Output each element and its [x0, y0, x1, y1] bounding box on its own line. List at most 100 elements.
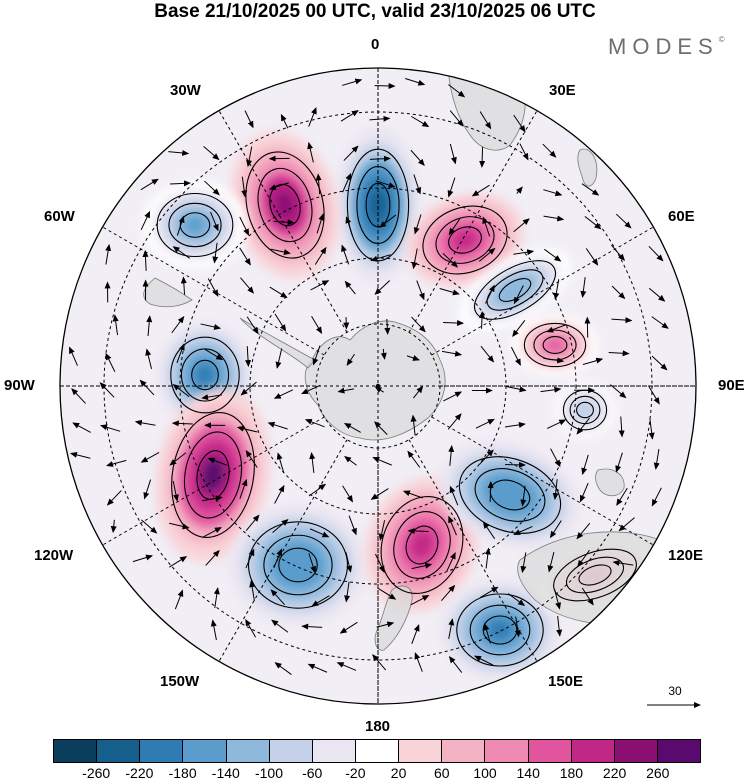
- colorbar-swatch: [54, 740, 98, 762]
- wind-arrow: [236, 425, 258, 433]
- colorbar-swatch: [442, 740, 486, 762]
- wind-arrow: [71, 388, 86, 404]
- anomaly-positive: [512, 315, 598, 375]
- wind-arrow: [547, 552, 555, 573]
- wind-arrow: [169, 180, 191, 187]
- contour-line: [576, 401, 594, 419]
- contour-group: [422, 205, 508, 275]
- wind-arrow: [612, 559, 634, 566]
- lon-label-150e: 150E: [548, 673, 584, 690]
- wind-arrow: [375, 180, 396, 188]
- wind-arrow: [479, 146, 486, 168]
- wind-arrow: [443, 319, 465, 326]
- wind-arrow: [584, 216, 602, 230]
- anomaly-band: [579, 404, 591, 416]
- anomaly-negative: [229, 505, 367, 625]
- colorbar-swatch: [528, 740, 572, 762]
- contour-line: [356, 166, 400, 244]
- wind-arrow: [316, 213, 325, 234]
- wind-arrow: [112, 314, 119, 336]
- wind-arrow: [307, 141, 314, 163]
- wind-arrow: [274, 662, 292, 675]
- wind-arrow: [544, 248, 562, 262]
- contour-group: [247, 521, 349, 609]
- anomaly-band: [503, 281, 527, 299]
- wind-arrow: [345, 216, 354, 237]
- wind-arrow: [246, 316, 259, 335]
- wind-arrow: [483, 623, 491, 644]
- contour-line: [474, 468, 546, 522]
- wind-arrow: [542, 143, 557, 158]
- wind-arrow: [581, 183, 600, 196]
- contour-line: [578, 564, 612, 586]
- wind-arrow: [342, 172, 352, 193]
- wind-arrow: [315, 173, 322, 195]
- wind-arrow: [411, 624, 420, 644]
- wind-arrow: [615, 452, 623, 473]
- wind-arrow: [69, 451, 91, 459]
- wind-arrow: [405, 78, 426, 86]
- wind-arrow: [245, 449, 258, 468]
- wind-arrow: [411, 562, 433, 570]
- wind-arrow: [340, 110, 359, 122]
- wind-arrow: [273, 219, 295, 226]
- wind-arrow: [210, 619, 217, 641]
- wind-arrow: [346, 353, 355, 366]
- wind-arrow: [249, 580, 256, 601]
- colorbar-tick-label: -100: [254, 765, 284, 781]
- wind-arrow: [480, 345, 495, 363]
- colorbar-tick-label: 220: [602, 765, 627, 781]
- wind-arrow: [618, 517, 635, 532]
- wind-arrow: [407, 528, 429, 535]
- lon-label-30e: 30E: [549, 82, 576, 99]
- wind-arrow: [374, 553, 385, 573]
- wind-arrow: [402, 490, 423, 499]
- wind-arrow: [171, 420, 193, 427]
- wind-arrow: [132, 554, 154, 563]
- colorbar-tick-label: 20: [390, 765, 407, 781]
- wind-arrow: [552, 479, 559, 501]
- wind-arrow: [72, 422, 91, 433]
- wind-arrow: [176, 343, 185, 364]
- wind-arrow: [540, 386, 562, 393]
- anomaly-band: [284, 553, 312, 577]
- wind-arrow: [369, 115, 391, 122]
- wind-arrow: [210, 211, 219, 232]
- wind-arrow: [618, 416, 625, 438]
- lon-label-150w: 150W: [160, 673, 200, 690]
- colorbar-swatch: [226, 740, 270, 762]
- wind-arrow: [439, 288, 460, 296]
- contour-line: [183, 431, 243, 519]
- wind-arrow: [240, 277, 255, 294]
- meridian-line: [431, 416, 654, 546]
- wind-arrow: [411, 316, 426, 333]
- meridian-line: [408, 439, 538, 662]
- wind-arrow: [484, 547, 491, 569]
- contour-line: [435, 216, 495, 264]
- wind-arrow: [311, 315, 323, 334]
- contour-line: [180, 348, 230, 402]
- contour-line: [456, 593, 544, 667]
- meridian-line: [408, 110, 538, 333]
- wind-arrow: [245, 346, 252, 368]
- brand-name: MODES: [608, 34, 719, 59]
- wind-arrow: [579, 482, 589, 503]
- wind-arrow: [308, 107, 317, 127]
- colorbar-tick-label: -180: [168, 765, 197, 781]
- contour-line: [365, 182, 391, 228]
- wind-arrow: [651, 316, 669, 329]
- wind-arrow: [110, 519, 117, 534]
- contour-line: [393, 511, 451, 579]
- wind-arrow: [213, 587, 220, 609]
- wind-arrow: [505, 421, 526, 428]
- contour-line: [247, 521, 349, 609]
- wind-arrow: [380, 348, 387, 360]
- wind-arrow: [581, 454, 589, 476]
- wind-arrow: [180, 276, 187, 295]
- wind-arrow: [448, 515, 457, 536]
- wind-arrow: [648, 287, 666, 302]
- wind-arrow: [519, 143, 529, 161]
- wind-arrow: [407, 450, 421, 468]
- contour-line: [380, 496, 464, 594]
- wind-arrow: [280, 113, 289, 129]
